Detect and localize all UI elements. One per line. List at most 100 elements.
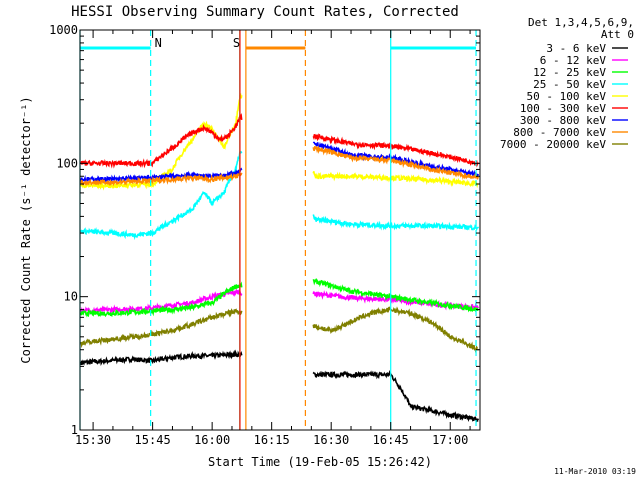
data-point-7-11 xyxy=(477,176,479,179)
legend-label-0: 3 - 6 keV xyxy=(546,42,606,55)
data-point-2-0 xyxy=(80,312,83,315)
chart-title: HESSI Observing Summary Count Rates, Cor… xyxy=(71,4,459,20)
data-point-3-12 xyxy=(350,223,352,226)
y-tick-label-0: 1 xyxy=(71,423,78,437)
data-point-2-8 xyxy=(350,290,352,293)
data-point-7-3 xyxy=(171,178,174,181)
x-axis-label: Start Time (19-Feb-05 15:26:42) xyxy=(208,455,432,469)
data-point-0-3 xyxy=(171,356,174,359)
data-point-8-2 xyxy=(151,333,154,336)
data-point-6-11 xyxy=(477,173,479,176)
series-line-5-0 xyxy=(80,112,243,169)
series-line-2-1 xyxy=(312,278,479,313)
data-point-3-15 xyxy=(477,226,479,229)
data-point-6-0 xyxy=(80,178,83,181)
legend-label-5: 100 - 300 keV xyxy=(520,102,606,115)
data-point-7-0 xyxy=(80,181,83,184)
x-tick-label-4: 16:30 xyxy=(313,433,349,447)
data-point-0-0 xyxy=(80,361,83,364)
data-point-7-1 xyxy=(112,181,114,184)
data-point-5-6 xyxy=(211,131,214,134)
data-point-8-3 xyxy=(171,329,174,332)
data-point-2-5 xyxy=(211,301,214,304)
series-line-4-1 xyxy=(312,171,479,189)
data-point-8-5 xyxy=(211,316,214,319)
data-point-7-8 xyxy=(350,156,352,159)
data-point-5-11 xyxy=(314,135,317,138)
legend-label-8: 7000 - 20000 keV xyxy=(500,138,606,151)
annotation-N: N xyxy=(155,36,162,50)
data-point-7-10 xyxy=(429,168,432,171)
data-point-6-1 xyxy=(112,178,114,181)
series-line-2-0 xyxy=(80,281,243,318)
legend-title-1: Att 0 xyxy=(601,28,634,41)
data-point-0-5 xyxy=(211,354,214,357)
data-point-3-3 xyxy=(151,232,154,234)
data-point-5-7 xyxy=(219,138,221,141)
series-line-8-0 xyxy=(80,308,243,349)
data-point-0-1 xyxy=(131,358,134,361)
data-point-8-8 xyxy=(330,330,333,333)
series-5 xyxy=(80,112,479,169)
data-point-7-6 xyxy=(235,175,237,178)
data-point-8-1 xyxy=(112,338,114,341)
x-tick-label-1: 15:45 xyxy=(135,433,171,447)
data-point-6-4 xyxy=(191,173,194,176)
x-tick-label-5: 16:45 xyxy=(373,433,409,447)
data-point-8-6 xyxy=(235,310,237,312)
series-0 xyxy=(80,349,479,424)
data-point-8-12 xyxy=(409,312,412,315)
data-point-1-5 xyxy=(211,295,214,298)
series-line-0-0 xyxy=(80,349,243,366)
x-tick-label-0: 15:30 xyxy=(75,433,111,447)
y-tick-label-1: 10 xyxy=(64,290,78,304)
data-point-4-11 xyxy=(350,175,352,178)
data-point-5-2 xyxy=(151,162,154,165)
data-point-3-11 xyxy=(314,218,317,221)
data-point-5-14 xyxy=(429,151,432,154)
legend-label-1: 6 - 12 keV xyxy=(540,54,607,67)
data-point-7-2 xyxy=(151,179,154,182)
data-point-0-4 xyxy=(191,354,194,357)
data-point-8-7 xyxy=(314,325,317,328)
data-point-0-2 xyxy=(151,359,154,362)
legend-label-6: 300 - 800 keV xyxy=(520,114,606,127)
data-point-6-6 xyxy=(235,172,237,175)
data-point-7-5 xyxy=(211,178,214,181)
data-point-8-13 xyxy=(429,320,432,323)
data-point-0-6 xyxy=(235,353,237,356)
data-point-3-1 xyxy=(112,232,114,234)
data-point-5-12 xyxy=(350,142,352,145)
data-point-5-5 xyxy=(203,126,206,129)
data-point-3-5 xyxy=(191,208,194,211)
data-point-8-4 xyxy=(191,323,194,326)
data-point-5-8 xyxy=(227,135,229,138)
data-point-0-7 xyxy=(314,373,317,376)
data-point-3-14 xyxy=(429,224,432,227)
plot-frame xyxy=(79,29,481,431)
data-point-0-8 xyxy=(350,373,352,376)
data-point-3-0 xyxy=(80,230,83,233)
x-tick-label-6: 17:00 xyxy=(432,433,468,447)
data-point-1-7 xyxy=(314,292,317,295)
data-point-4-5 xyxy=(203,122,206,125)
x-tick-label-3: 16:15 xyxy=(254,433,290,447)
data-point-0-13 xyxy=(477,418,479,421)
timestamp: 11-Mar-2010 03:19 xyxy=(554,467,636,476)
series-line-3-0 xyxy=(80,149,243,241)
data-point-3-4 xyxy=(171,220,174,222)
data-point-4-0 xyxy=(80,184,83,187)
annotation-S: S xyxy=(233,36,240,50)
y-tick-label-3: 1000 xyxy=(49,23,78,37)
data-point-1-1 xyxy=(112,308,114,311)
series-line-5-1 xyxy=(312,133,479,168)
data-point-0-9 xyxy=(369,373,372,376)
data-point-6-7 xyxy=(314,142,317,145)
series-line-7-0 xyxy=(80,171,243,187)
y-axis-label: Corrected Count Rate (s⁻¹ detector⁻¹) xyxy=(19,96,33,363)
data-point-4-10 xyxy=(314,175,317,178)
